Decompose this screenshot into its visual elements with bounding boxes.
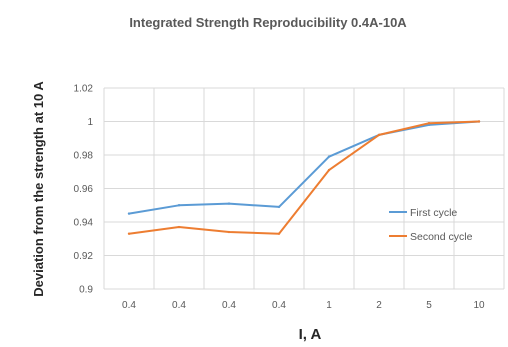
x-tick-label: 2: [376, 300, 382, 311]
chart-title: Integrated Strength Reproducibility 0.4A…: [129, 15, 407, 30]
x-tick-label: 0.4: [122, 300, 136, 311]
data-point: [127, 212, 131, 215]
x-tick-label: 0.4: [222, 300, 236, 311]
data-point: [427, 121, 431, 125]
data-point: [377, 133, 381, 137]
y-tick-label: 1.02: [74, 84, 94, 95]
x-tick-label: 0.4: [172, 300, 186, 311]
series-line-second-cycle: [128, 120, 480, 235]
y-tick-label: 1: [87, 117, 93, 128]
grid-layer: [103, 87, 505, 290]
series-layer: [127, 120, 481, 235]
legend: First cycle Second cycle: [389, 207, 473, 243]
x-tick-label: 0.4: [272, 300, 286, 311]
data-point: [227, 230, 231, 234]
data-point: [477, 120, 481, 123]
x-tick-label: 1: [326, 300, 332, 311]
series-line-first-cycle: [128, 120, 480, 215]
x-axis-ticks: 0.4 0.4 0.4 0.4 1 2 5 10: [122, 300, 485, 311]
data-point: [177, 225, 181, 229]
y-tick-label: 0.9: [79, 285, 93, 296]
y-tick-label: 0.92: [74, 251, 94, 262]
y-axis-label: Deviation from the strength at 10 A: [31, 81, 46, 297]
x-axis-label: I, A: [299, 326, 322, 343]
data-point: [177, 204, 181, 207]
legend-label-first-cycle: First cycle: [410, 207, 457, 219]
y-tick-label: 0.96: [74, 184, 94, 195]
x-tick-label: 10: [473, 300, 485, 311]
y-tick-label: 0.98: [74, 151, 94, 162]
x-tick-label: 5: [426, 300, 432, 311]
series-points-second-cycle: [127, 120, 481, 235]
data-point: [277, 232, 281, 235]
data-point: [127, 232, 131, 235]
data-point: [327, 155, 331, 158]
legend-label-second-cycle: Second cycle: [410, 231, 473, 243]
y-tick-label: 0.94: [74, 218, 94, 229]
data-point: [327, 168, 331, 172]
data-point: [277, 205, 281, 209]
data-point: [227, 202, 231, 205]
y-axis-ticks: 0.9 0.92 0.94 0.96 0.98 1 1.02: [74, 84, 94, 296]
